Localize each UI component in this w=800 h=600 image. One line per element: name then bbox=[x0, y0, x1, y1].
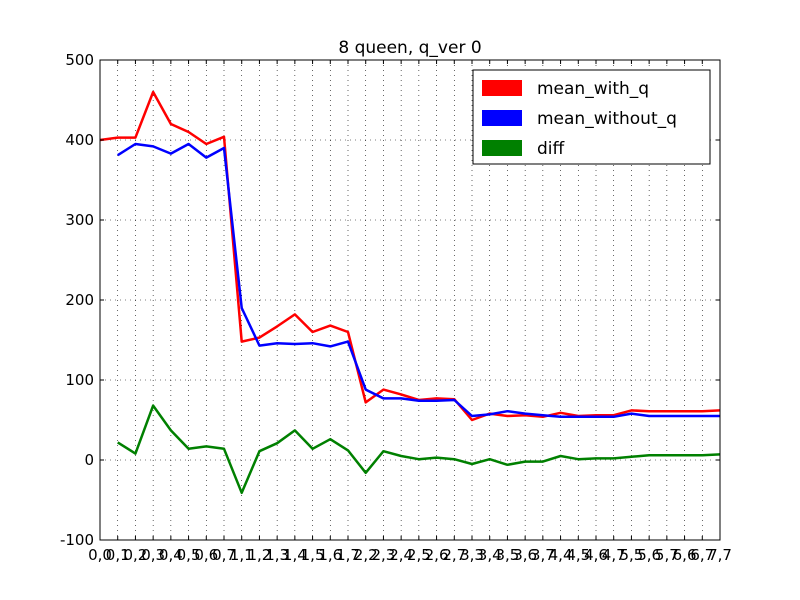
x-tick-label: 0,5 bbox=[177, 546, 201, 564]
x-tick-label: 7,7 bbox=[708, 546, 732, 564]
x-tick-label: 0,7 bbox=[212, 546, 236, 564]
y-tick-label: 400 bbox=[65, 131, 94, 149]
x-tick-label: 5,5 bbox=[619, 546, 643, 564]
x-tick-label: 2,7 bbox=[442, 546, 466, 564]
series-line-mean-with-q bbox=[99, 90, 721, 422]
x-tick-label: 1,2 bbox=[247, 546, 271, 564]
x-tick-label: 1,4 bbox=[283, 546, 307, 564]
y-tick-label: -100 bbox=[60, 531, 94, 549]
x-tick-label: 0,0 bbox=[88, 546, 112, 564]
legend-label-mean-without-q: mean_without_q bbox=[537, 109, 677, 129]
x-tick-label: 5,7 bbox=[655, 546, 679, 564]
legend-label-diff: diff bbox=[537, 139, 566, 159]
x-tick-label: 0,4 bbox=[159, 546, 183, 564]
x-tick-label: 3,6 bbox=[513, 546, 537, 564]
x-tick-label: 6,7 bbox=[690, 546, 714, 564]
chart-title: 8 queen, q_ver 0 bbox=[338, 38, 481, 58]
y-tick-label: 100 bbox=[65, 371, 94, 389]
x-tick-label: 4,6 bbox=[584, 546, 608, 564]
series-line-diff bbox=[117, 404, 721, 495]
x-tick-label: 1,1 bbox=[230, 546, 254, 564]
x-tick-label: 1,3 bbox=[265, 546, 289, 564]
y-tick-label: 500 bbox=[65, 51, 94, 69]
x-tick-label: 0,6 bbox=[194, 546, 218, 564]
x-tick-label: 0,3 bbox=[141, 546, 165, 564]
x-tick-label: 2,4 bbox=[389, 546, 413, 564]
legend-swatch-mean-with-q bbox=[482, 80, 522, 96]
x-tick-label: 0,1 bbox=[106, 546, 130, 564]
x-tick-label: 2,2 bbox=[354, 546, 378, 564]
tick-layer: 0,00,10,20,30,40,50,60,71,11,21,31,41,51… bbox=[60, 51, 732, 564]
x-tick-label: 4,5 bbox=[566, 546, 590, 564]
x-tick-label: 2,5 bbox=[407, 546, 431, 564]
x-tick-label: 3,3 bbox=[460, 546, 484, 564]
x-tick-label: 5,6 bbox=[637, 546, 661, 564]
x-tick-label: 3,5 bbox=[495, 546, 519, 564]
x-tick-label: 2,3 bbox=[371, 546, 395, 564]
y-tick-label: 0 bbox=[84, 451, 94, 469]
series-line-mean-without-q bbox=[117, 142, 720, 419]
y-tick-label: 200 bbox=[65, 291, 94, 309]
x-tick-label: 4,4 bbox=[549, 546, 573, 564]
legend-label-mean-with-q: mean_with_q bbox=[537, 79, 649, 99]
x-tick-label: 0,2 bbox=[123, 546, 147, 564]
legend-swatch-diff bbox=[482, 140, 522, 156]
x-tick-label: 1,6 bbox=[318, 546, 342, 564]
x-tick-label: 4,7 bbox=[602, 546, 626, 564]
legend-swatch-mean-without-q bbox=[482, 110, 522, 126]
x-tick-label: 6,6 bbox=[673, 546, 697, 564]
y-tick-label: 300 bbox=[65, 211, 94, 229]
x-tick-label: 3,4 bbox=[478, 546, 502, 564]
x-tick-label: 2,6 bbox=[425, 546, 449, 564]
x-tick-label: 3,7 bbox=[531, 546, 555, 564]
x-tick-label: 1,5 bbox=[301, 546, 325, 564]
x-tick-label: 1,7 bbox=[336, 546, 360, 564]
series-layer bbox=[99, 90, 721, 495]
